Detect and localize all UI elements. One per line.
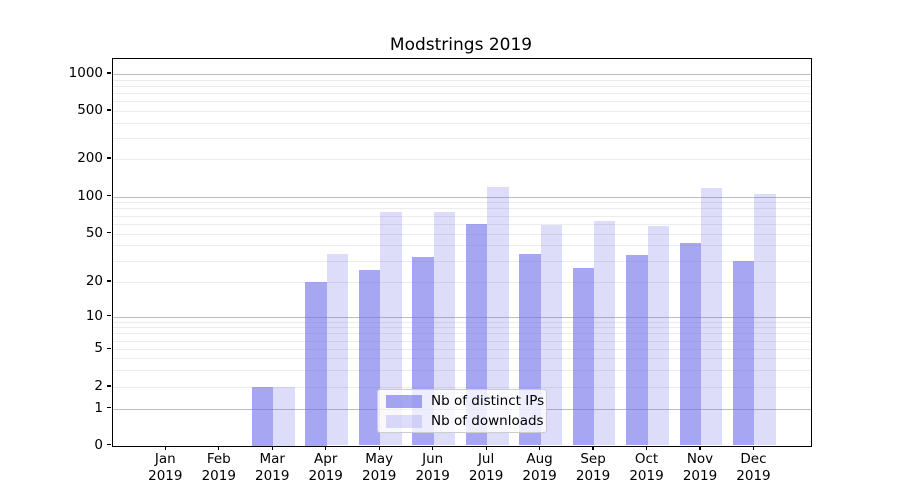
y-tick-label: 50: [85, 224, 103, 241]
y-tick-mark: [107, 231, 111, 234]
bar-ips-sep: [572, 268, 595, 446]
bar-ips-nov: [679, 242, 701, 446]
bar-downloads-jul: [487, 186, 509, 446]
x-tick-mark: [538, 445, 541, 450]
gridline-minor: [113, 159, 811, 160]
chart-title: Modstrings 2019: [389, 35, 533, 55]
y-tick-mark: [107, 280, 111, 282]
x-tick-label: Jan 2019: [148, 451, 183, 484]
x-tick-label: Jul 2019: [468, 451, 504, 484]
bar-ips-may: [358, 270, 381, 446]
y-tick-label: 1000: [68, 65, 103, 81]
bar-downloads-oct: [647, 225, 669, 446]
gridline-minor: [113, 327, 811, 329]
legend-item-downloads: Nb of downloads: [386, 413, 544, 430]
legend-swatch-distinct-ips: [386, 394, 422, 408]
x-tick-label: Mar 2019: [255, 451, 290, 484]
y-tick-label: 500: [77, 102, 103, 118]
x-tick-mark: [271, 445, 273, 450]
y-tick-mark: [107, 157, 111, 159]
y-tick-mark: [107, 315, 111, 317]
gridline-minor: [113, 340, 811, 342]
x-tick-label: May 2019: [361, 451, 397, 484]
bar-downloads-mar: [273, 387, 295, 446]
x-tick-label: Apr 2019: [308, 451, 343, 484]
bar-downloads-apr: [326, 253, 349, 446]
gridline-minor: [113, 282, 811, 283]
x-tick-mark: [752, 445, 755, 450]
x-tick-label: Sep 2019: [575, 451, 611, 484]
gridline-minor: [113, 101, 811, 103]
y-tick-mark: [107, 385, 111, 387]
gridline-minor: [113, 233, 811, 235]
bar-downloads-nov: [701, 187, 723, 446]
gridline-minor: [113, 85, 811, 87]
x-tick-label: Feb 2019: [201, 451, 236, 484]
y-tick-mark: [107, 72, 111, 74]
gridline-minor: [113, 208, 811, 210]
gridline-minor: [113, 111, 811, 112]
gridline-major: [113, 196, 811, 198]
y-tick-label: 0: [94, 436, 103, 453]
x-tick-mark: [645, 445, 648, 450]
x-tick-label: Nov 2019: [682, 451, 718, 484]
gridline-minor: [113, 370, 811, 372]
bar-ips-dec: [733, 260, 755, 446]
y-tick-mark: [107, 347, 111, 349]
x-tick-mark: [592, 445, 594, 450]
legend-label-distinct-ips: Nb of distinct IPs: [431, 392, 545, 409]
y-tick-mark: [107, 109, 111, 111]
gridline-minor: [113, 245, 811, 247]
x-tick-label: Oct 2019: [629, 451, 664, 484]
bar-downloads-sep: [594, 221, 616, 446]
x-tick-mark: [218, 445, 220, 450]
y-tick-label: 2: [94, 378, 103, 394]
legend: Nb of distinct IPs Nb of downloads: [377, 389, 547, 433]
x-tick-mark: [325, 445, 327, 450]
legend-swatch-downloads: [386, 414, 422, 428]
bar-downloads-dec: [754, 193, 776, 446]
gridline-minor: [113, 202, 811, 204]
x-tick-mark: [164, 445, 166, 450]
gridline-minor: [113, 321, 811, 323]
x-tick-mark: [378, 445, 380, 450]
x-tick-mark: [485, 445, 487, 450]
gridline-minor: [113, 79, 811, 81]
gridline-minor: [113, 122, 811, 124]
y-tick-label: 200: [77, 150, 103, 166]
y-tick-mark: [107, 443, 111, 446]
gridline-minor: [113, 93, 811, 95]
gridline-minor: [113, 260, 811, 262]
y-tick-label: 20: [85, 273, 103, 289]
gridline-minor: [113, 349, 811, 351]
gridline-minor: [113, 358, 811, 360]
y-tick-mark: [107, 194, 111, 197]
gridline-minor: [113, 223, 811, 225]
y-tick-label: 100: [77, 187, 103, 204]
x-tick-mark: [432, 445, 434, 450]
legend-label-downloads: Nb of downloads: [431, 412, 544, 429]
y-tick-label: 10: [85, 307, 103, 324]
bar-ips-mar: [251, 387, 274, 446]
gridline-minor: [113, 137, 811, 139]
gridline-major: [113, 316, 811, 318]
y-tick-label: 5: [94, 340, 103, 357]
x-tick-label: Dec 2019: [736, 451, 771, 484]
bar-ips-apr: [305, 282, 327, 446]
legend-item-distinct-ips: Nb of distinct IPs: [386, 393, 544, 410]
x-tick-label: Jun 2019: [415, 451, 450, 484]
gridline-minor: [113, 215, 811, 217]
x-tick-label: Aug 2019: [522, 451, 557, 484]
gridline-minor: [113, 333, 811, 335]
bar-downloads-jun: [433, 211, 456, 446]
gridline-minor: [113, 387, 811, 388]
y-tick-mark: [107, 407, 111, 409]
bar-ips-oct: [626, 255, 648, 446]
x-tick-mark: [699, 445, 701, 450]
gridline-major: [113, 74, 811, 75]
bar-downloads-may: [380, 211, 402, 446]
y-tick-label: 1: [94, 399, 103, 416]
